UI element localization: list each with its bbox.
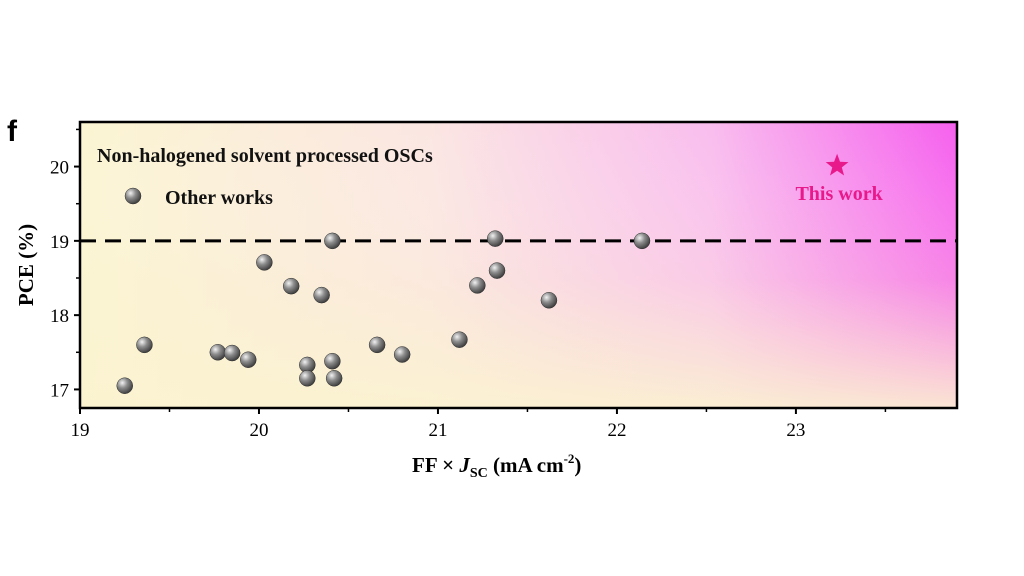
data-point [223,344,241,362]
data-point [299,370,316,387]
data-point [633,232,651,250]
x-tick-label: 20 [249,420,268,441]
data-point [136,336,153,354]
this-work-label: This work [795,183,883,205]
x-tick-label: 22 [607,420,626,441]
plot-frame [78,120,959,410]
data-point [393,346,411,363]
chart-title: Non-halogened solvent processed OSCs [97,145,433,167]
panel-label: f [7,115,18,148]
data-point [324,232,341,250]
data-point [313,286,330,304]
y-tick-label: 17 [50,380,69,401]
x-tick-label: 23 [786,420,805,441]
x-axis-title-main: FF × [412,453,459,477]
data-point [325,370,343,387]
x-axis-title-symbol: J [458,453,471,477]
this-work-star [825,153,849,176]
data-point [540,292,558,309]
x-axis-title: FF × JSC (mA cm-2) [412,451,581,481]
legend-marker [124,187,142,205]
data-point [469,277,486,294]
y-tick-label: 19 [50,232,69,253]
data-point [209,344,227,361]
data-point [451,331,468,348]
legend-label: Other works [165,187,273,209]
plot-background-fade [80,122,957,408]
y-tick-label: 18 [50,306,69,327]
data-point [324,352,341,370]
y-tick-label: 20 [50,158,69,179]
x-tick-label: 21 [428,420,447,441]
x-axis-title-unit-close: ) [574,453,581,477]
data-point [486,230,504,247]
data-point [256,254,273,271]
x-axis-title-subscript: SC [470,466,488,481]
y-axis-title: PCE (%) [14,224,38,306]
data-point [116,377,133,394]
x-tick-label: 19 [71,420,90,441]
x-axis-title-unit: (mA cm [488,453,564,477]
data-point [282,277,300,295]
data-point [488,262,506,279]
x-axis-title-superscript: -2 [564,451,575,466]
data-point [239,351,257,368]
data-point [368,336,386,354]
